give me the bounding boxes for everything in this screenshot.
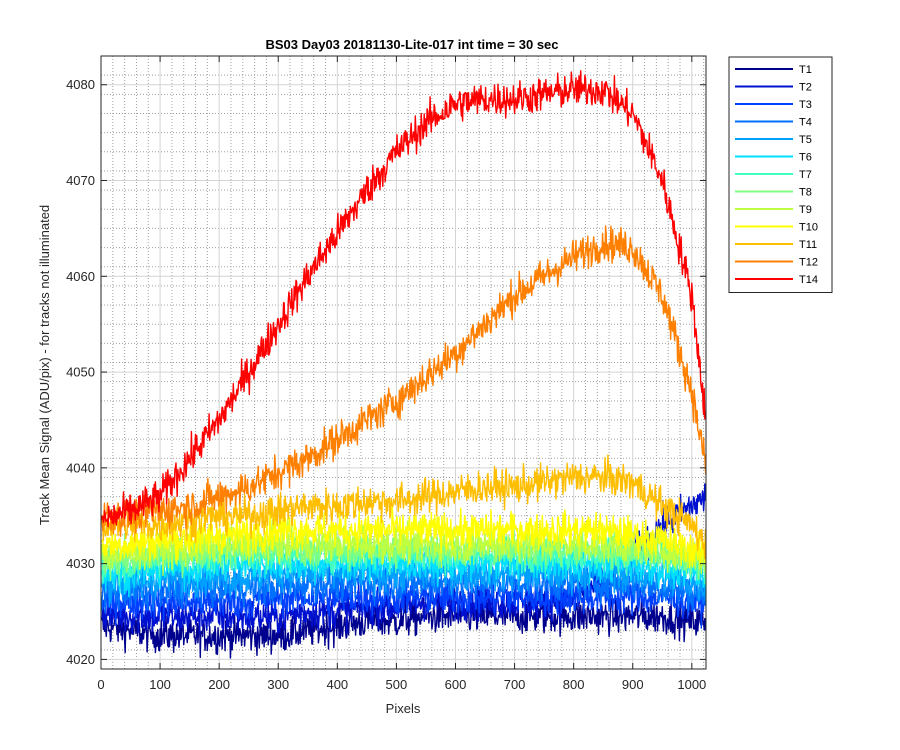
- y-tick-label: 4030: [66, 556, 95, 571]
- legend-item-t8: T8: [735, 187, 812, 199]
- legend-label: T5: [799, 134, 812, 146]
- x-tick-label: 300: [267, 677, 289, 692]
- legend-label: T1: [799, 64, 812, 76]
- legend-label: T7: [799, 169, 812, 181]
- legend-item-t12: T12: [735, 257, 818, 269]
- legend-item-t1: T1: [735, 64, 812, 76]
- x-tick-labels: 0 100 200 300 400 500 600 700 800 900 1000: [97, 677, 706, 692]
- x-tick-label: 900: [622, 677, 644, 692]
- y-tick-label: 4070: [66, 173, 95, 188]
- series-line-t5: [101, 549, 706, 608]
- legend-item-t2: T2: [735, 82, 812, 94]
- legend-item-t5: T5: [735, 134, 812, 146]
- y-axis-title: Track Mean Signal (ADU/pix) - for tracks…: [37, 205, 52, 525]
- legend-item-t9: T9: [735, 204, 812, 216]
- legend-item-t10: T10: [735, 222, 818, 234]
- legend-label: T3: [799, 99, 812, 111]
- series-layer: [101, 70, 706, 659]
- y-tick-labels: 4020 4030 4040 4050 4060 4070 4080: [66, 77, 95, 667]
- x-tick-label: 100: [149, 677, 171, 692]
- x-tick-label: 0: [97, 677, 104, 692]
- legend-label: T2: [799, 82, 812, 94]
- legend-label: T4: [799, 117, 812, 129]
- series-line-t11: [101, 454, 706, 560]
- plot-frame: [100, 55, 707, 670]
- series-line-t3: [101, 572, 706, 629]
- legend-label: T9: [799, 204, 812, 216]
- y-tick-label: 4040: [66, 460, 95, 475]
- x-tick-label: 800: [563, 677, 585, 692]
- legend-label: T8: [799, 187, 812, 199]
- legend-item-t4: T4: [735, 117, 812, 129]
- legend-item-t6: T6: [735, 152, 812, 164]
- x-tick-label: 500: [386, 677, 408, 692]
- legend-label: T12: [799, 257, 818, 269]
- x-tick-label: 600: [445, 677, 467, 692]
- y-tick-label: 4080: [66, 77, 95, 92]
- series-line-t14: [101, 70, 706, 528]
- series-line-t10: [101, 505, 706, 569]
- legend-label: T6: [799, 152, 812, 164]
- y-tick-label: 4060: [66, 269, 95, 284]
- legend-item-t7: T7: [735, 169, 812, 181]
- legend-label: T11: [799, 239, 817, 251]
- legend-items: T1 T2 T3 T4 T5 T6 T7 T8 T9 T10 T11 T12 T14: [735, 64, 818, 286]
- legend-label: T14: [799, 274, 818, 286]
- legend-item-t11: T11: [735, 239, 817, 251]
- tick-marks: [100, 56, 706, 669]
- series-line-t12: [101, 225, 706, 537]
- x-tick-label: 200: [208, 677, 230, 692]
- legend-item-t14: T14: [735, 274, 818, 286]
- legend-label: T10: [799, 222, 818, 234]
- legend: T1 T2 T3 T4 T5 T6 T7 T8 T9 T10 T11 T12 T14: [728, 56, 833, 293]
- x-tick-label: 700: [504, 677, 526, 692]
- x-tick-label: 1000: [677, 677, 706, 692]
- legend-item-t3: T3: [735, 99, 812, 111]
- x-tick-label: 400: [326, 677, 348, 692]
- y-tick-label: 4050: [66, 365, 95, 380]
- y-tick-label: 4020: [66, 652, 95, 667]
- x-axis-title: Pixels: [386, 701, 421, 716]
- chart-title: BS03 Day03 20181130-Lite-017 int time = …: [265, 37, 558, 52]
